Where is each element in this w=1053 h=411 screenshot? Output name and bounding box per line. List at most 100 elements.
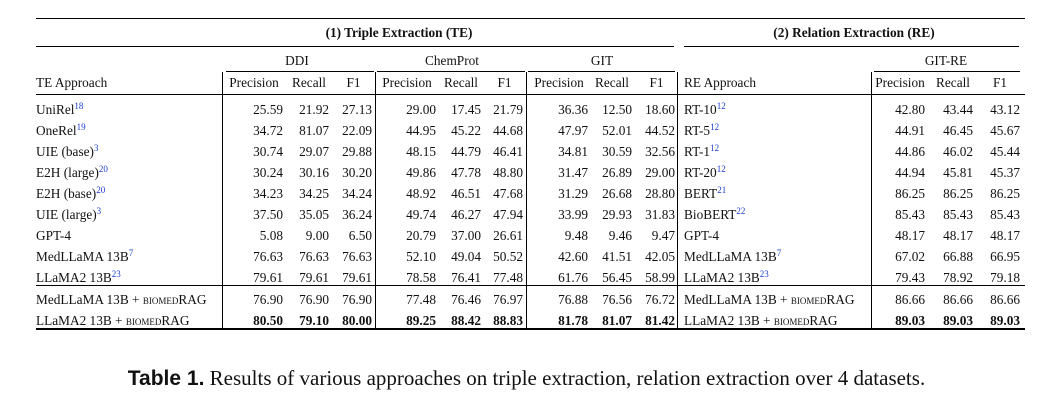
table-cell: 20.79 bbox=[406, 228, 436, 243]
table-cell: 30.59 bbox=[602, 144, 632, 159]
table-cell: 29.00 bbox=[645, 165, 675, 180]
subgroup-rule-git-re bbox=[874, 71, 1020, 72]
approach-label: MedLLaMA 13B + bbox=[684, 292, 791, 307]
approach-label: MedLLaMA 13B bbox=[36, 249, 129, 264]
table-cell: 9.47 bbox=[651, 228, 675, 243]
table-cell: 36.36 bbox=[558, 102, 588, 117]
approach-label: UIE (large) bbox=[36, 207, 97, 222]
te-approach-name: E2H (base)20 bbox=[36, 186, 105, 202]
approach-label: LLaMA2 13B bbox=[684, 270, 760, 285]
te-approach-name: OneRel19 bbox=[36, 123, 86, 139]
metric-header: Precision bbox=[229, 75, 279, 90]
approach-label: MedLLaMA 13B bbox=[684, 249, 777, 264]
table-caption: Table 1. Results of various approaches o… bbox=[0, 366, 1053, 391]
subgroup-rule-ddi bbox=[226, 71, 374, 72]
citation-link[interactable]: 7 bbox=[776, 248, 782, 258]
citation-link[interactable]: 12 bbox=[716, 101, 726, 111]
table-cell: 52.01 bbox=[602, 123, 632, 138]
citation-link[interactable]: 21 bbox=[717, 185, 727, 195]
table-cell: 56.45 bbox=[602, 270, 632, 285]
metric-header: Recall bbox=[292, 75, 326, 90]
table-cell: 42.60 bbox=[558, 249, 588, 264]
te-approach-name: MedLLaMA 13B7 bbox=[36, 249, 133, 265]
citation-link[interactable]: 23 bbox=[111, 269, 121, 279]
citation-link[interactable]: 12 bbox=[716, 164, 726, 174]
method-name: biomedRAG bbox=[125, 313, 190, 328]
table-cell: 49.74 bbox=[406, 207, 436, 222]
table-cell: 89.03 bbox=[895, 313, 925, 328]
table-cell: 34.23 bbox=[253, 186, 283, 201]
table-cell: 48.17 bbox=[943, 228, 973, 243]
table-cell: 43.12 bbox=[990, 102, 1020, 117]
table-cell: 29.93 bbox=[602, 207, 632, 222]
te-approach-name: GPT-4 bbox=[36, 228, 71, 244]
approach-label: UniRel bbox=[36, 102, 75, 117]
table-cell: 76.72 bbox=[645, 292, 675, 307]
table-cell: 34.81 bbox=[558, 144, 588, 159]
table-cell: 50.52 bbox=[493, 249, 523, 264]
approach-label: RT-10 bbox=[684, 102, 717, 117]
citation-link[interactable]: 12 bbox=[710, 122, 720, 132]
citation-link[interactable]: 20 bbox=[98, 164, 108, 174]
table-cell: 89.25 bbox=[406, 313, 436, 328]
group-rule-re bbox=[684, 46, 1019, 47]
citation-link[interactable]: 3 bbox=[93, 143, 99, 153]
approach-label: RT-5 bbox=[684, 123, 711, 138]
rag-separator-rule bbox=[36, 285, 1025, 286]
te-approach-name: LLaMA2 13B + biomedRAG bbox=[36, 313, 189, 329]
approach-label: LLaMA2 13B + bbox=[684, 313, 774, 328]
citation-link[interactable]: 3 bbox=[96, 206, 102, 216]
vline-ddi-chemprot bbox=[375, 72, 376, 329]
re-approach-header: RE Approach bbox=[684, 75, 757, 90]
table-cell: 30.16 bbox=[299, 165, 329, 180]
dataset-git: GIT bbox=[590, 53, 614, 68]
table-cell: 12.50 bbox=[602, 102, 632, 117]
re-approach-name: RT-2012 bbox=[684, 165, 726, 181]
group-rule-te bbox=[36, 46, 674, 47]
table-cell: 30.20 bbox=[342, 165, 372, 180]
table-cell: 42.05 bbox=[645, 249, 675, 264]
re-approach-name: RT-112 bbox=[684, 144, 719, 160]
table-cell: 79.18 bbox=[990, 270, 1020, 285]
table-cell: 48.17 bbox=[895, 228, 925, 243]
citation-link[interactable]: 20 bbox=[96, 185, 106, 195]
citation-link[interactable]: 7 bbox=[128, 248, 134, 258]
table-cell: 49.86 bbox=[406, 165, 436, 180]
citation-link[interactable]: 18 bbox=[74, 101, 84, 111]
table-cell: 9.48 bbox=[564, 228, 588, 243]
table-cell: 81.07 bbox=[602, 313, 632, 328]
vline-git-re bbox=[677, 72, 678, 329]
table-cell: 86.66 bbox=[943, 292, 973, 307]
table-cell: 6.50 bbox=[348, 228, 372, 243]
table-cell: 48.15 bbox=[406, 144, 436, 159]
citation-link[interactable]: 12 bbox=[710, 143, 720, 153]
table-cell: 81.78 bbox=[558, 313, 588, 328]
re-approach-name: MedLLaMA 13B + biomedRAG bbox=[684, 292, 854, 308]
re-approach-name: GPT-4 bbox=[684, 228, 719, 244]
table-cell: 21.92 bbox=[299, 102, 329, 117]
citation-link[interactable]: 19 bbox=[76, 122, 86, 132]
table-cell: 44.95 bbox=[406, 123, 436, 138]
approach-label: E2H (large) bbox=[36, 165, 99, 180]
table-cell: 29.07 bbox=[299, 144, 329, 159]
table-cell: 25.59 bbox=[253, 102, 283, 117]
table-cell: 76.41 bbox=[451, 270, 481, 285]
table-cell: 9.00 bbox=[305, 228, 329, 243]
table-cell: 89.03 bbox=[943, 313, 973, 328]
citation-link[interactable]: 22 bbox=[736, 206, 746, 216]
table-cell: 45.37 bbox=[990, 165, 1020, 180]
table-cell: 31.29 bbox=[558, 186, 588, 201]
table-cell: 29.00 bbox=[406, 102, 436, 117]
table-cell: 18.60 bbox=[645, 102, 675, 117]
table-cell: 79.43 bbox=[895, 270, 925, 285]
table-cell: 81.42 bbox=[645, 313, 675, 328]
table-cell: 77.48 bbox=[406, 292, 436, 307]
table-cell: 81.07 bbox=[299, 123, 329, 138]
table-cell: 46.45 bbox=[943, 123, 973, 138]
approach-label: E2H (base) bbox=[36, 186, 97, 201]
table-cell: 46.27 bbox=[451, 207, 481, 222]
citation-link[interactable]: 23 bbox=[759, 269, 769, 279]
te-approach-name: UIE (large)3 bbox=[36, 207, 101, 223]
table-cell: 26.89 bbox=[602, 165, 632, 180]
te-approach-name: E2H (large)20 bbox=[36, 165, 108, 181]
